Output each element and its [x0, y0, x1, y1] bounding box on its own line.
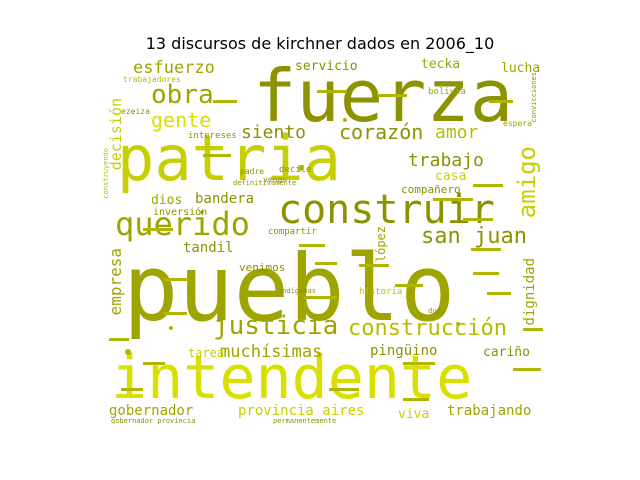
word-indigenas: indígenas — [278, 287, 316, 295]
word-vengo: vengo — [263, 175, 288, 184]
word-trabajando: trabajando — [447, 403, 532, 419]
word-esfuerzo: esfuerzo — [133, 58, 215, 78]
word-trabajadores: trabajadores — [123, 75, 181, 84]
word-pinguino: pingüino — [370, 343, 438, 359]
word-gobernador: gobernador — [109, 403, 194, 419]
word-patria: patria — [117, 122, 341, 195]
word-duda: duda — [428, 307, 445, 315]
word-san-juan: san juan — [421, 224, 527, 249]
word-permanentemente: permanentemente — [273, 417, 337, 425]
word-provincia-aires: provincia aires — [238, 403, 365, 419]
word-pueblo: pueblo — [123, 235, 456, 342]
word-construccion: construcción — [348, 316, 507, 341]
word-tecka: tecka — [421, 58, 461, 72]
word-corazon: corazón — [339, 120, 424, 144]
chart-title: 13 discursos de kirchner dados en 2006_1… — [145, 34, 495, 53]
word-querido: querido — [115, 205, 250, 243]
word-historia: historia — [359, 287, 403, 297]
word-lucha: lucha — [501, 61, 541, 76]
word-trabajo: trabajo — [408, 150, 484, 171]
word-espera: espera — [503, 119, 532, 128]
word-carino: cariño — [483, 345, 530, 360]
word-bolivia: bolivia — [428, 87, 466, 97]
word-intereses: intereses — [188, 131, 237, 141]
word-definitivamente: definitivamente — [233, 179, 297, 187]
word-casa: casa — [435, 169, 467, 184]
word-gente: gente — [151, 108, 212, 132]
word-muchisimas: muchísimas — [220, 342, 323, 362]
word-decile: decile — [279, 165, 312, 175]
word-tarea: tarea — [188, 346, 225, 360]
word-bandera: bandera — [195, 191, 255, 207]
word-amor: amor — [435, 122, 479, 143]
word-siento: siento — [241, 122, 307, 143]
word-tandil: tandil — [183, 240, 234, 256]
word-servicio: servicio — [295, 59, 358, 74]
word-inversion: inversión — [153, 207, 208, 218]
word-ezeiza: ezeiza — [121, 107, 150, 116]
word-justicia: justicia — [213, 311, 339, 341]
word-gobernador-provincia: gobernador provincia — [111, 417, 196, 425]
word-dios: dios — [151, 193, 183, 208]
word-compartir: compartir — [268, 227, 317, 237]
word-companero: compañero — [401, 183, 461, 196]
word-obra: obra — [151, 80, 214, 110]
word-venimos: venimos — [239, 261, 286, 274]
word-padre: padre — [240, 167, 265, 176]
word-cloud: pueblo intendente fuerza patria construi… — [103, 58, 547, 424]
small-word-fillers — [109, 90, 543, 401]
word-construir: construir — [278, 187, 495, 233]
word-viva: viva — [398, 407, 430, 422]
